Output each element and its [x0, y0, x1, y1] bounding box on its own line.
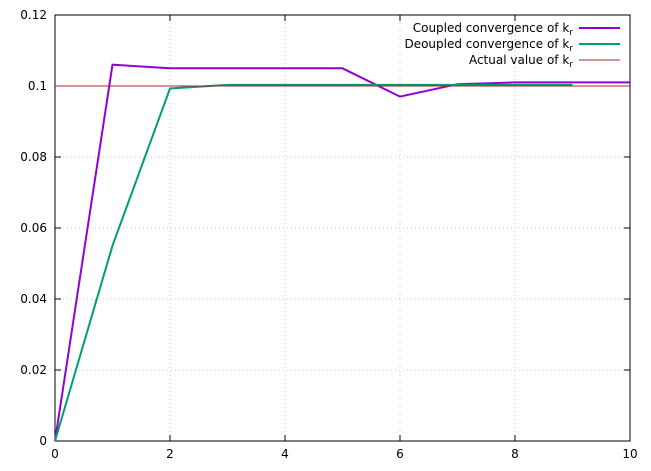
y-tick-label: 0.04 — [20, 292, 47, 306]
x-tick-label: 6 — [396, 447, 404, 461]
legend-label-text: Deoupled convergence of k — [404, 37, 569, 51]
grid — [55, 15, 630, 441]
x-tick-label: 8 — [511, 447, 519, 461]
legend-label: Coupled convergence of kr — [413, 21, 574, 38]
axes: 0 2 4 6 8 10 0 0.02 0.04 0.06 0.08 0.1 0.12 — [20, 8, 637, 461]
y-tick-label: 0.02 — [20, 363, 47, 377]
legend-entry-2: Deoupled convergence of kr — [404, 37, 620, 54]
legend-label: Deoupled convergence of kr — [404, 37, 573, 54]
legend-label-subscript: r — [569, 44, 573, 54]
legend-label: Actual value of kr — [469, 53, 573, 70]
y-tick-label: 0.12 — [20, 8, 47, 22]
legend-entry-1: Coupled convergence of kr — [413, 21, 620, 38]
y-tick-label: 0.06 — [20, 221, 47, 235]
series-line-1 — [54, 63, 630, 442]
legend-label-text: Actual value of k — [469, 53, 569, 67]
plot-area — [54, 63, 630, 442]
y-tick-label: 0 — [39, 434, 47, 448]
y-tick-label: 0.08 — [20, 150, 47, 164]
y-tick-label: 0.1 — [28, 79, 47, 93]
x-tick-label: 10 — [622, 447, 637, 461]
x-tick-label: 4 — [281, 447, 289, 461]
x-tick-label: 0 — [51, 447, 59, 461]
legend-label-text: Coupled convergence of k — [413, 21, 570, 35]
x-tick-label: 2 — [166, 447, 174, 461]
legend-entry-3: Actual value of kr — [469, 53, 620, 70]
legend-label-subscript: r — [569, 28, 573, 38]
legend-label-subscript: r — [569, 60, 573, 70]
series-line-2 — [54, 83, 573, 442]
